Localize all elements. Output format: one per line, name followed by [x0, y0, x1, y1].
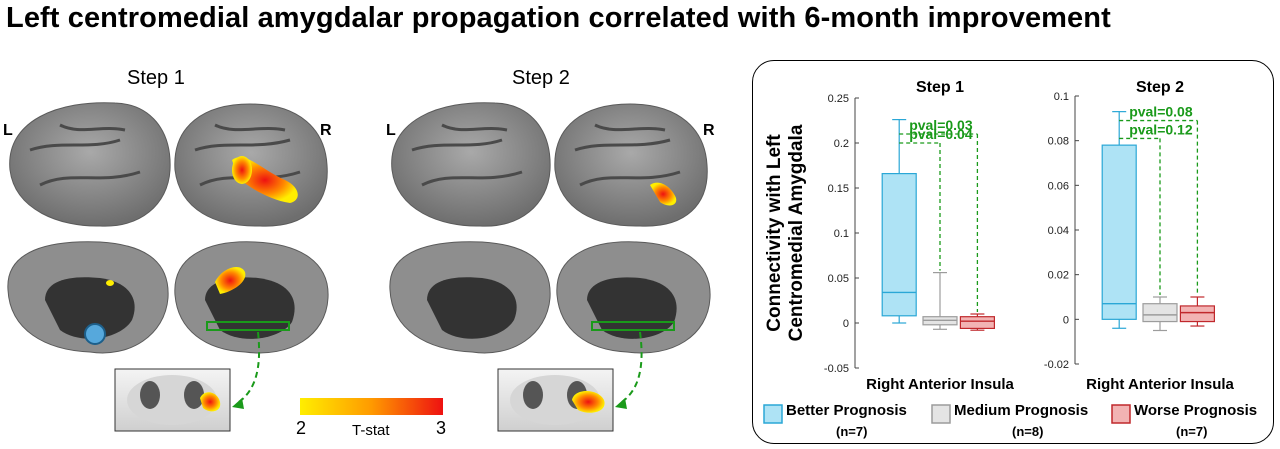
colorbar-label: T-stat — [352, 422, 390, 439]
legend-swatch-medium — [931, 404, 951, 424]
step2-right-label: R — [703, 122, 715, 139]
chart2-ytick-label: 0.06 — [1048, 180, 1069, 192]
chart2-better-box — [1101, 144, 1137, 320]
legend-label-better: Better Prognosis — [786, 402, 907, 419]
chart1-ylabel-line1: Connectivity with Left — [764, 134, 785, 332]
step2-left-medial — [389, 241, 551, 354]
step2-label: Step 2 — [512, 67, 570, 89]
chart2-xlabel: Right Anterior Insula — [1086, 376, 1234, 393]
chart1-ytick-label: 0.1 — [834, 228, 849, 240]
chart1-ytick-label: 0 — [843, 318, 849, 330]
chart2-worse-box — [1179, 305, 1216, 323]
step1-left-label: L — [3, 122, 13, 139]
chart2-ytick-label: 0.1 — [1054, 91, 1069, 103]
chart1-title: Step 1 — [916, 79, 964, 96]
chart2-pval-2-label: pval=0.08 — [1129, 104, 1193, 120]
chart1-worse-box — [959, 316, 996, 330]
chart1-pval-1-label: pval=0.04 — [909, 126, 973, 142]
colorbar-min-label: 2 — [296, 418, 307, 438]
chart2-ytick-label: 0.08 — [1048, 136, 1069, 148]
chart2-title: Step 2 — [1136, 79, 1184, 96]
step1-arrowhead — [232, 398, 244, 409]
chart1-ylabel-line2: Centromedial Amygdala — [786, 124, 807, 341]
step2-left-label: L — [386, 122, 396, 139]
colorbar — [300, 398, 443, 415]
figure-title: Left centromedial amygdalar propagation … — [6, 2, 1111, 34]
step2-arrowhead — [615, 398, 627, 409]
legend-n-worse: (n=7) — [1176, 424, 1208, 439]
boxplot-panel — [752, 60, 1274, 444]
step1-right-label: R — [320, 122, 332, 139]
brain-renderings — [7, 102, 711, 432]
chart1-xlabel: Right Anterior Insula — [866, 376, 1014, 393]
chart2-pval-1-label: pval=0.12 — [1129, 121, 1193, 137]
chart1-ytick-label: -0.05 — [824, 363, 849, 375]
chart2-ytick-label: 0.04 — [1048, 225, 1069, 237]
legend-swatch-better — [763, 404, 783, 424]
step1-right-lateral — [174, 103, 328, 227]
step2-right-medial — [556, 241, 711, 354]
chart1-ytick-label: 0.2 — [834, 138, 849, 150]
step1-left-medial — [7, 241, 169, 354]
step2-left-lateral — [391, 102, 551, 227]
chart2-ytick-label: 0.02 — [1048, 270, 1069, 282]
legend-n-medium: (n=8) — [1012, 424, 1044, 439]
chart1-ytick-label: 0.15 — [828, 183, 849, 195]
legend-swatch-worse — [1111, 404, 1131, 424]
legend-n-better: (n=7) — [836, 424, 868, 439]
chart1-pval-2-label: pval=0.03 — [909, 117, 973, 133]
legend-label-medium: Medium Prognosis — [954, 402, 1089, 419]
chart1-ytick-label: 0.25 — [828, 93, 849, 105]
colorbar-max-label: 3 — [436, 418, 447, 438]
step1-label: Step 1 — [127, 67, 185, 89]
chart2-medium-box — [1142, 303, 1178, 323]
chart2-ytick-label: -0.02 — [1044, 359, 1069, 371]
step2-axial-slice — [497, 368, 614, 432]
step1-axial-slice — [114, 368, 231, 432]
chart2-ytick-label: 0 — [1063, 314, 1069, 326]
step1-left-lateral — [9, 102, 171, 227]
chart1-ytick-label: 0.05 — [828, 273, 849, 285]
legend-label-worse: Worse Prognosis — [1134, 402, 1258, 419]
step1-right-medial — [174, 241, 329, 354]
step2-right-lateral — [554, 103, 708, 227]
